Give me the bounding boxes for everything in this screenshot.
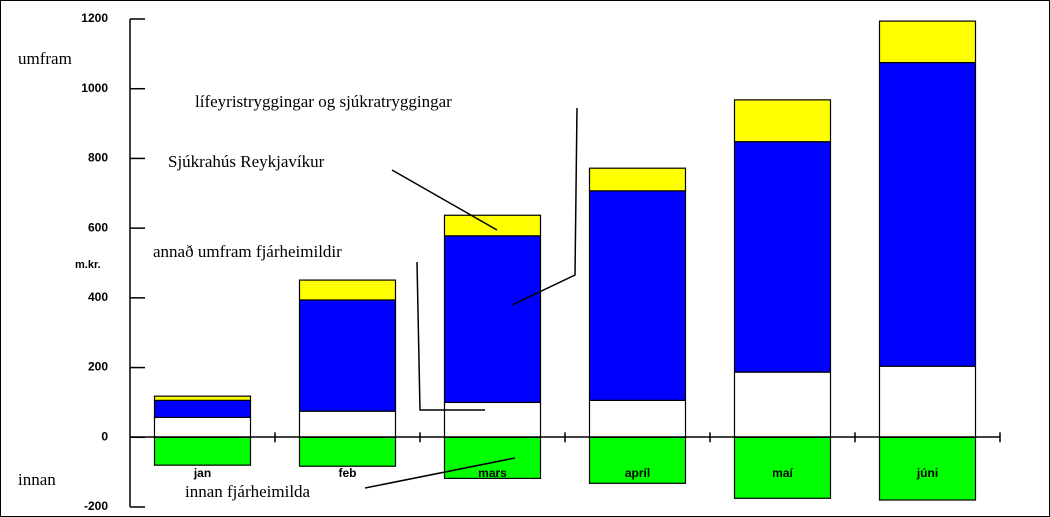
y-tick-label: 400 — [88, 290, 108, 304]
bar-segment — [878, 20, 977, 64]
leader-line — [416, 261, 485, 411]
x-tick-label: mars — [478, 466, 507, 480]
bar-segment — [153, 436, 252, 466]
bar-segment — [588, 190, 687, 401]
x-tick-label: feb — [339, 466, 357, 480]
y-tick-label: 800 — [88, 151, 108, 165]
x-tick-label: maí — [772, 466, 793, 480]
lower-label: innan — [18, 470, 56, 489]
bar-segment — [588, 399, 687, 438]
bar-segment — [298, 279, 397, 301]
y-tick-label: -200 — [84, 499, 108, 513]
bar-segment — [153, 395, 252, 401]
bar-segment — [878, 61, 977, 367]
series-label: lífeyristryggingar og sjúkratryggingar — [195, 92, 452, 111]
bar-segment — [298, 436, 397, 467]
bar-segment — [298, 299, 397, 412]
bar-segment — [443, 401, 542, 438]
bar-segment — [443, 214, 542, 237]
bar-segment — [588, 167, 687, 192]
bar-segment — [588, 436, 687, 484]
leader-line — [511, 107, 578, 306]
bar-segment — [733, 371, 832, 438]
leader-line — [364, 457, 516, 489]
bar-segment — [878, 436, 977, 501]
y-tick-label: 600 — [88, 220, 108, 234]
upper-label: umfram — [18, 49, 72, 68]
bar-segment — [153, 416, 252, 438]
series-label: innan fjárheimilda — [185, 482, 311, 501]
bar-segment — [733, 141, 832, 373]
bar-segment — [878, 365, 977, 438]
x-tick-label: jan — [193, 466, 211, 480]
bar-segment — [298, 410, 397, 438]
y-tick-label: 1000 — [81, 81, 108, 95]
leader-line — [391, 169, 498, 231]
bar-segment — [153, 399, 252, 419]
x-tick-label: apríl — [625, 466, 650, 480]
series-label: annað umfram fjárheimildir — [153, 242, 342, 261]
y-tick-label: 0 — [101, 429, 108, 443]
y-tick-label: 200 — [88, 360, 108, 374]
y-axis-label: m.kr. — [75, 259, 101, 271]
x-tick-label: júni — [916, 466, 938, 480]
y-tick-label: 1200 — [81, 11, 108, 25]
bar-segment — [443, 235, 542, 404]
series-label: Sjúkrahús Reykjavíkur — [168, 152, 325, 171]
bar-segment — [733, 99, 832, 143]
